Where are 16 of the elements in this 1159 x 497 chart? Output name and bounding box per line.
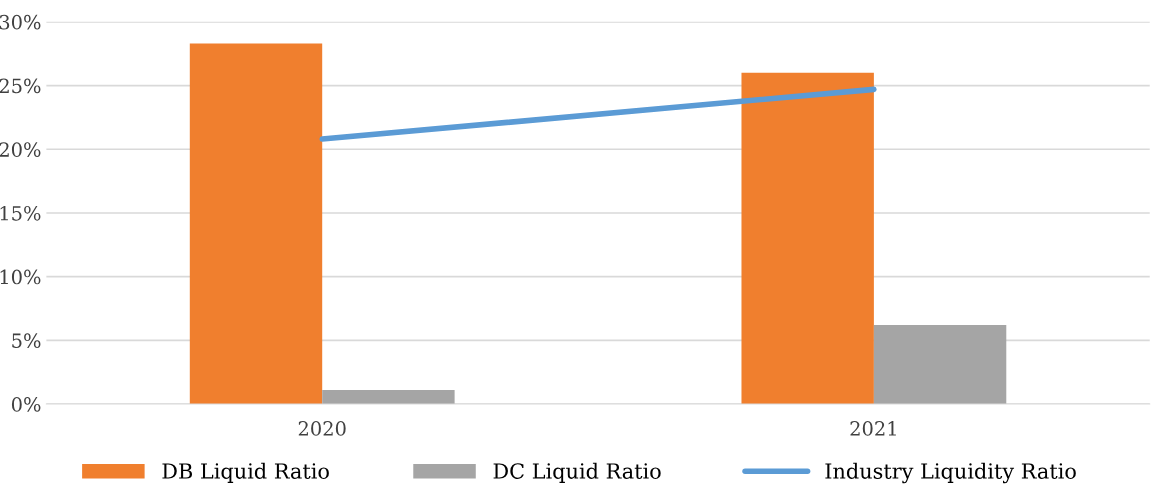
bar [873, 325, 1007, 405]
x-tick-label: 2021 [850, 421, 896, 436]
y-tick-label: 15% [0, 205, 41, 221]
y-tick-label: 10% [0, 269, 41, 285]
legend-label: Industry Liquidity Ratio [825, 462, 1076, 484]
y-tick-label: 30% [0, 14, 41, 30]
bar [322, 390, 455, 405]
legend-label: DB Liquid Ratio [162, 462, 329, 483]
legend-label: DC Liquid Ratio [493, 462, 661, 483]
y-tick-label: 20% [0, 142, 41, 157]
y-tick-label: 0% [11, 397, 41, 412]
y-tick-label: 5% [12, 333, 41, 349]
y-tick-label: 25% [0, 78, 41, 94]
bar [741, 72, 874, 405]
x-tick-label: 2020 [298, 421, 346, 436]
bar [189, 43, 323, 405]
